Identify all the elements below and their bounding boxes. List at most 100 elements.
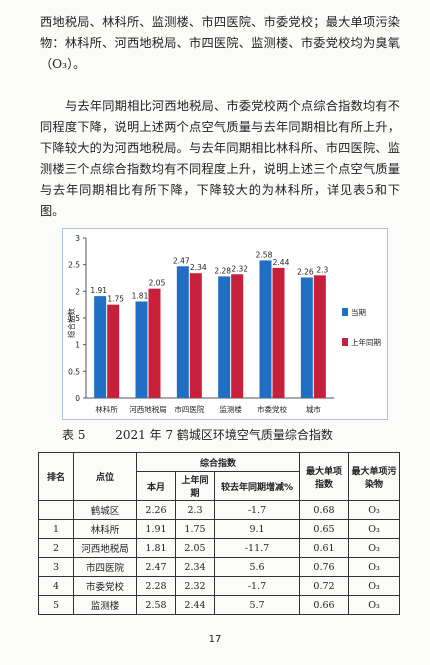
table-cell: 0.65 <box>299 519 349 539</box>
data-label: 1.81 <box>132 291 149 300</box>
data-label: 2.05 <box>149 279 166 288</box>
table-cell: -11.7 <box>214 538 300 558</box>
table-cell: 2.58 <box>136 595 176 615</box>
table-cell: 0.72 <box>299 576 349 596</box>
table-cell: 2.05 <box>175 538 215 558</box>
data-label: 2.28 <box>214 266 231 275</box>
x-tick-label: 市委党校 <box>257 404 287 414</box>
table-cell: O₃ <box>348 557 400 577</box>
table-cell: 2.3 <box>175 500 215 520</box>
data-label: 2.26 <box>297 267 314 276</box>
table-cell: 5.6 <box>214 557 300 577</box>
y-tick-label: 3 <box>75 234 80 243</box>
data-label: 2.32 <box>231 264 248 273</box>
page-number: 17 <box>208 634 222 645</box>
data-label: 1.91 <box>90 286 107 295</box>
table-cell: 5.7 <box>214 595 300 615</box>
table-cell: 市四医院 <box>73 557 137 577</box>
x-tick-label: 河西地税局 <box>129 404 167 414</box>
table-row: 鹤城区 2.26 2.3 -1.7 0.68 O₃ <box>38 500 400 520</box>
table-row: 4 市委党校 2.28 2.32 -1.7 0.72 O₃ <box>38 576 400 596</box>
header-cell: 本月 <box>136 471 176 501</box>
table-cell <box>38 500 74 520</box>
table-cell: 1.91 <box>136 519 176 539</box>
table-cell: 市委党校 <box>73 576 137 596</box>
data-table: 排名 点位 综合指数 最大单项指数 最大单项污染物 本月 上年同期 较去年同期增… <box>38 452 400 615</box>
header-cell: 较去年同期增减% <box>214 471 300 501</box>
table-label: 表 5 <box>62 428 86 442</box>
table-cell: 0.76 <box>299 557 349 577</box>
table-caption: 表 5 2021 年 7 鹤城区环境空气质量综合指数 <box>62 426 392 443</box>
data-label: 2.34 <box>190 263 207 272</box>
bar <box>94 296 107 398</box>
table-cell: 0.68 <box>299 500 349 520</box>
bar <box>231 274 244 398</box>
bar <box>218 276 231 398</box>
table-cell: 5 <box>38 595 74 615</box>
data-label: 2.47 <box>173 256 190 265</box>
table-cell: 2 <box>38 538 74 558</box>
table-cell: 2.34 <box>175 557 215 577</box>
table-cell: O₃ <box>348 519 400 539</box>
table-cell: 9.1 <box>214 519 300 539</box>
y-tick-label: 1.5 <box>68 314 80 323</box>
header-cell: 上年同期 <box>175 471 215 501</box>
table-cell: O₃ <box>348 576 400 596</box>
table-cell: 2.28 <box>136 576 176 596</box>
table-body: 鹤城区 2.26 2.3 -1.7 0.68 O₃ 1 林科所 1.91 1.75 9.1 0.65 O… <box>38 500 400 615</box>
table-cell: O₃ <box>348 500 400 520</box>
data-label: 2.58 <box>256 250 273 259</box>
y-tick-label: 0 <box>75 394 80 403</box>
legend-swatch <box>342 338 348 346</box>
table-cell: O₃ <box>348 538 400 558</box>
table-title: 2021 年 7 鹤城区环境空气质量综合指数 <box>115 428 333 442</box>
table-row: 5 监测楼 2.58 2.44 5.7 0.66 O₃ <box>38 595 400 615</box>
table-cell: -1.7 <box>214 576 300 596</box>
bar <box>259 260 272 398</box>
x-tick-label: 林科所 <box>95 404 118 414</box>
table-cell: 4 <box>38 576 74 596</box>
y-tick-label: 2.5 <box>68 261 80 270</box>
table-cell: 监测楼 <box>73 595 137 615</box>
bar <box>107 304 120 398</box>
table-cell: 河西地税局 <box>73 538 137 558</box>
table-cell: 0.66 <box>299 595 349 615</box>
legend-label: 当期 <box>351 307 366 317</box>
x-tick-label: 城市 <box>306 404 321 414</box>
table-row: 1 林科所 1.91 1.75 9.1 0.65 O₃ <box>38 519 400 539</box>
bar <box>300 277 313 398</box>
bar <box>176 266 189 398</box>
chart: 综合指数 00.511.522.53林科所1.911.75河西地税局1.812.… <box>62 228 388 420</box>
table-cell: 2.26 <box>136 500 176 520</box>
paragraph: 西地税局、林科所、监测楼、市四医院、市委党校；最大单项污染物：林科所、河西地税局… <box>40 15 400 71</box>
table-row: 2 河西地税局 1.81 2.05 -11.7 0.61 O₃ <box>38 538 400 558</box>
header-cell: 排名 <box>38 452 74 501</box>
table-cell: 鹤城区 <box>73 500 137 520</box>
bar <box>148 288 161 398</box>
table-cell: 2.44 <box>175 595 215 615</box>
table-cell: 1 <box>38 519 74 539</box>
header-cell: 最大单项指数 <box>299 452 349 501</box>
bar <box>272 267 285 398</box>
legend-swatch <box>342 308 348 316</box>
table-cell: 0.61 <box>299 538 349 558</box>
table-row: 3 市四医院 2.47 2.34 5.6 0.76 O₃ <box>38 557 400 577</box>
table-cell: 1.81 <box>136 538 176 558</box>
bar <box>189 273 202 398</box>
paragraph: 与去年同期相比河西地税局、市委党校两个点综合指数均有不同程度下降，说明上述两个点… <box>40 99 400 218</box>
bar <box>135 301 148 398</box>
table-cell: -1.7 <box>214 500 300 520</box>
y-tick-label: 1 <box>75 341 80 350</box>
table-cell: 3 <box>38 557 74 577</box>
header-cell: 综合指数 <box>136 452 300 472</box>
table-cell: O₃ <box>348 595 400 615</box>
bar <box>313 275 326 398</box>
y-axis-title: 综合指数 <box>66 308 76 338</box>
x-tick-label: 监测楼 <box>219 404 242 414</box>
header-cell: 最大单项污染物 <box>348 452 400 501</box>
table-cell: 2.47 <box>136 557 176 577</box>
data-label: 2.44 <box>273 258 290 267</box>
table-cell: 林科所 <box>73 519 137 539</box>
header-cell: 点位 <box>73 452 137 501</box>
